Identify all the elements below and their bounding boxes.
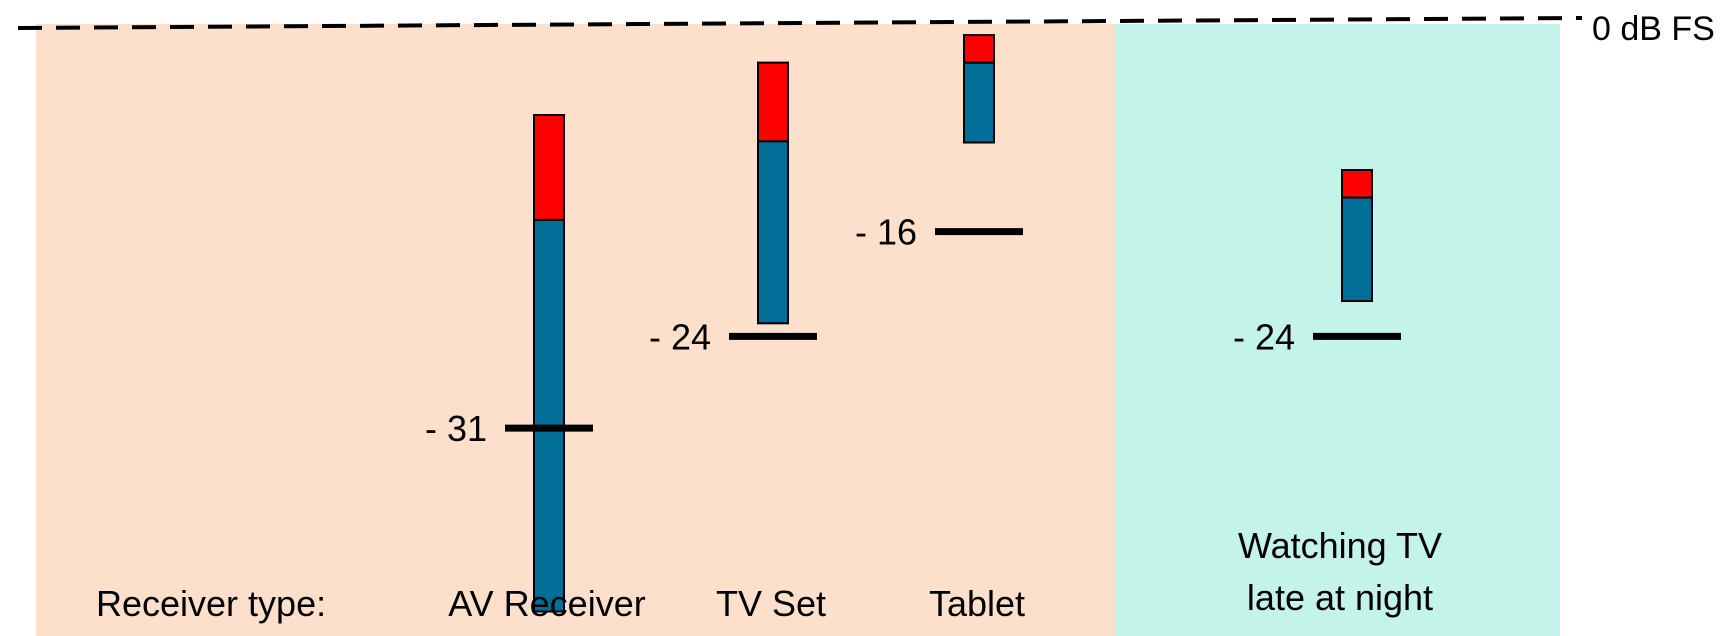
av-receiver-value-label: - 31 [425, 408, 487, 449]
late-night-headroom-bar [1341, 169, 1373, 199]
scenario-caption-line-2: late at night [1247, 577, 1433, 618]
reference-line [17, 16, 1583, 30]
receivers-panel [36, 24, 1116, 636]
tv-set-range-bar [757, 140, 789, 325]
tv-set-category-label: TV Set [716, 583, 826, 624]
chart-marks: - 31 AV Receiver - 24 TV Set - 16 Tablet - 24 [425, 34, 1401, 624]
row-label: Receiver type: [96, 583, 326, 624]
tablet-category-label: Tablet [929, 583, 1025, 624]
av-receiver-headroom-bar [533, 114, 565, 221]
reference-label: 0 dB FS [1592, 10, 1715, 48]
av-receiver-category-label: AV Receiver [448, 583, 645, 624]
tablet-headroom-bar [963, 34, 995, 64]
tablet-range-bar [963, 61, 995, 144]
late-night-range-bar [1341, 196, 1373, 303]
scenario-caption-line-1: Watching TV [1238, 525, 1442, 566]
tv-set-headroom-bar [757, 61, 789, 143]
late-night-panel [1116, 24, 1560, 636]
late-night-value-label: - 24 [1233, 316, 1295, 357]
av-receiver-range-bar [533, 218, 565, 613]
tablet-value-label: - 16 [855, 212, 917, 253]
tv-set-value-label: - 24 [649, 316, 711, 357]
